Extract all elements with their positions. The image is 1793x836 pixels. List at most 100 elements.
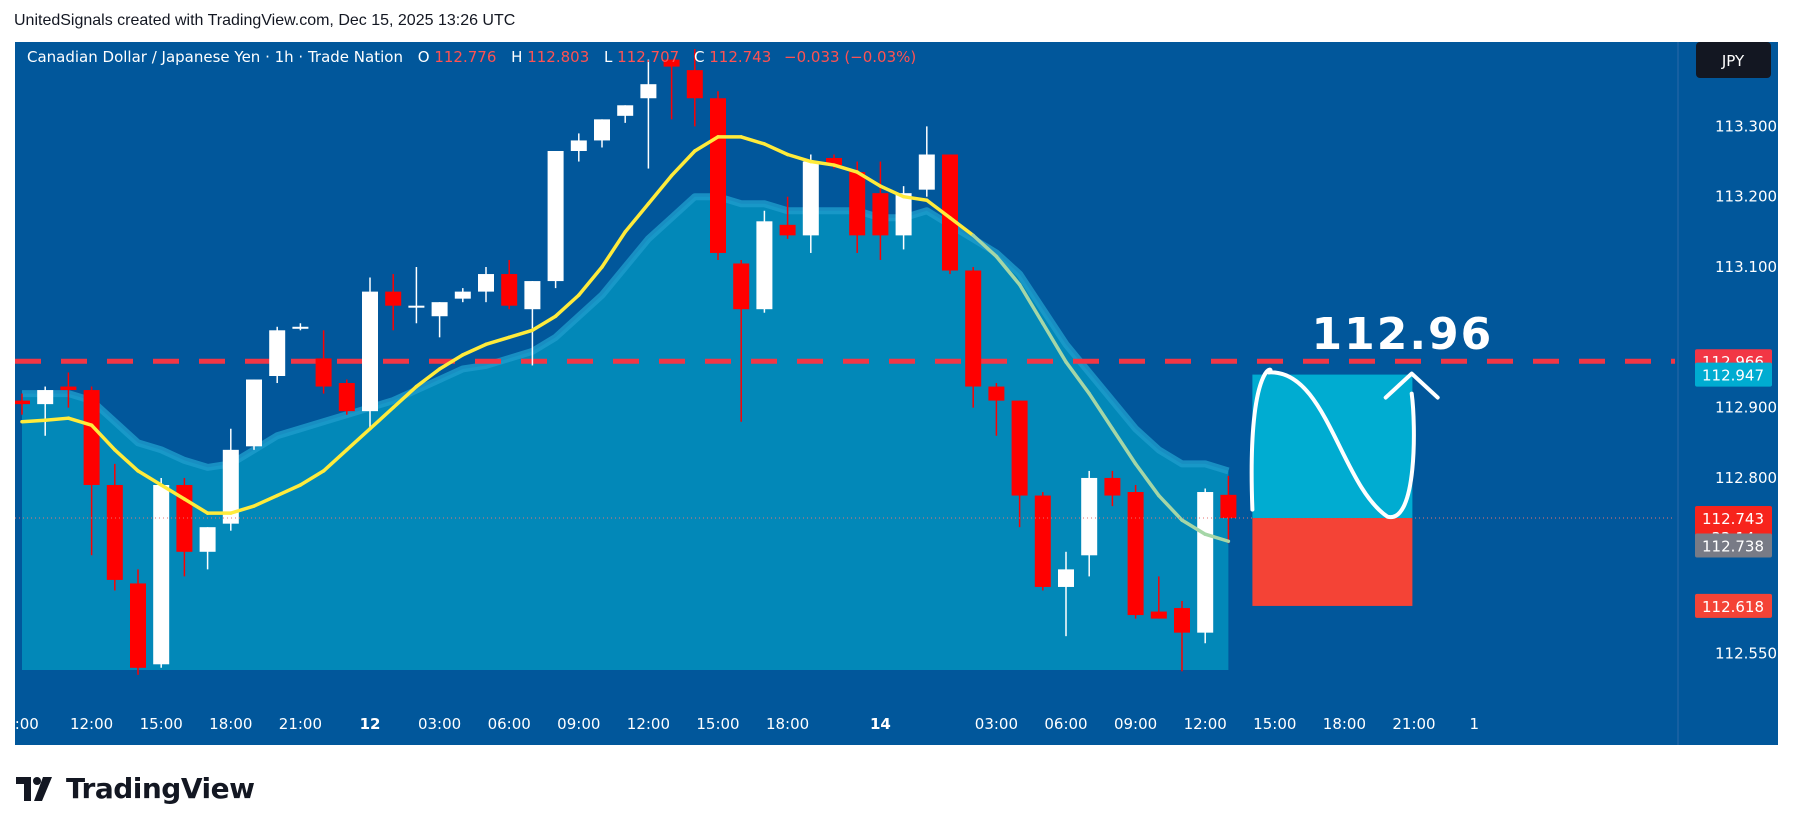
legend-symbol: Canadian Dollar / Japanese Yen · 1h · Tr… xyxy=(27,48,403,66)
candle[interactable] xyxy=(431,302,448,338)
ema-fast-segment xyxy=(275,483,303,498)
candle[interactable] xyxy=(106,463,123,591)
candle[interactable] xyxy=(1104,470,1121,507)
candle[interactable] xyxy=(686,49,703,127)
candle[interactable] xyxy=(1011,400,1028,528)
ema-fast-segment xyxy=(507,328,535,340)
candle[interactable] xyxy=(292,323,309,331)
ema-price-tag[interactable]: 112.738 xyxy=(1695,533,1772,558)
currency-badge[interactable]: JPY xyxy=(1696,42,1771,78)
candle-body xyxy=(849,172,866,236)
candle[interactable] xyxy=(733,259,750,422)
candle[interactable] xyxy=(1150,576,1167,619)
y-tick-label: 112.800 xyxy=(1715,469,1777,487)
x-tick-label: 18:00 xyxy=(1323,715,1366,733)
ema-fast-segment xyxy=(43,416,71,423)
candle[interactable] xyxy=(849,161,866,253)
ema-fast-segment xyxy=(113,448,140,473)
candle[interactable] xyxy=(663,59,680,120)
y-tick-label: 113.100 xyxy=(1715,258,1777,276)
tradingview-logo[interactable]: TradingView xyxy=(16,772,255,805)
ema-fast-segment xyxy=(391,384,419,410)
candle[interactable] xyxy=(779,196,796,239)
x-tick-label: 06:00 xyxy=(488,715,531,733)
candle[interactable] xyxy=(1034,492,1051,591)
currency-badge-label: JPY xyxy=(1721,52,1745,70)
candle[interactable] xyxy=(1197,488,1214,644)
candle[interactable] xyxy=(222,428,239,531)
candle[interactable] xyxy=(617,105,634,123)
ema-price-tag-label: 112.738 xyxy=(1702,537,1764,555)
tradingview-logo-icon xyxy=(16,776,52,801)
stop-price-tag[interactable]: 112.618 xyxy=(1695,593,1772,618)
candle-body xyxy=(246,379,262,447)
candle[interactable] xyxy=(942,154,958,275)
candle[interactable] xyxy=(408,267,425,324)
candle[interactable] xyxy=(547,150,564,289)
ema-cloud xyxy=(22,196,1229,670)
x-tick-label: 12 xyxy=(360,715,381,733)
candle[interactable] xyxy=(918,126,935,197)
candle[interactable] xyxy=(83,386,100,556)
ema-fast-segment xyxy=(1157,493,1184,522)
target-price-tag[interactable]: 112.947 xyxy=(1695,362,1772,387)
candle[interactable] xyxy=(756,210,773,313)
candle[interactable] xyxy=(570,133,587,162)
ema-fast-segment xyxy=(785,152,813,164)
ema-fast-segment xyxy=(136,469,163,487)
legend-close-value: 112.743 xyxy=(709,48,771,66)
candle-body xyxy=(501,274,518,306)
candle[interactable] xyxy=(1127,484,1144,619)
candle[interactable] xyxy=(362,277,378,429)
candle[interactable] xyxy=(385,274,402,331)
candle[interactable] xyxy=(478,267,494,303)
candle[interactable] xyxy=(130,569,146,675)
x-tick-label: 14 xyxy=(870,715,891,733)
candle[interactable] xyxy=(37,386,54,436)
ema-fast-segment xyxy=(484,335,511,347)
candle[interactable] xyxy=(524,281,541,366)
ema-fast-segment xyxy=(925,198,952,220)
candle[interactable] xyxy=(338,379,355,415)
candle[interactable] xyxy=(988,383,1005,436)
ema-fast-segment xyxy=(1017,282,1045,326)
candle-body xyxy=(686,70,703,99)
chart-panel[interactable]: 112.96 Canadian Dollar / Japanese Yen · … xyxy=(15,42,1778,745)
candle[interactable] xyxy=(246,379,262,450)
candle[interactable] xyxy=(1220,475,1237,544)
candle-body xyxy=(408,305,425,308)
candle[interactable] xyxy=(153,477,170,668)
candle[interactable] xyxy=(1058,551,1074,637)
candle[interactable] xyxy=(269,326,286,384)
candle[interactable] xyxy=(501,259,518,310)
y-tick-label: 112.900 xyxy=(1715,399,1777,417)
candle[interactable] xyxy=(15,393,30,415)
stop-zone[interactable] xyxy=(1252,518,1413,606)
candle-body xyxy=(1220,494,1237,519)
svg-text:Canadian Dollar / Japanese Yen: Canadian Dollar / Japanese Yen · 1h · Tr… xyxy=(27,48,916,66)
candle-body xyxy=(83,390,100,485)
ema-fast-segment xyxy=(600,230,627,269)
candle-body xyxy=(733,263,750,310)
candle-body xyxy=(454,291,471,299)
candle[interactable] xyxy=(872,161,889,260)
candlestick-chart[interactable]: 112.96 Canadian Dollar / Japanese Yen · … xyxy=(15,42,1778,745)
candle[interactable] xyxy=(802,154,819,253)
candle[interactable] xyxy=(60,372,77,408)
candle[interactable] xyxy=(454,288,471,303)
ema-fast-segment xyxy=(553,293,581,318)
x-tick-label: 03:00 xyxy=(418,715,461,733)
ema-fast-segment xyxy=(1180,518,1207,536)
candle[interactable] xyxy=(199,527,216,570)
candle[interactable] xyxy=(710,91,726,260)
stop-price-tag-bg xyxy=(1695,593,1772,618)
candle-body xyxy=(130,583,146,668)
candle[interactable] xyxy=(315,330,332,394)
ema-fast-segment xyxy=(298,469,326,487)
candle-body xyxy=(756,221,773,310)
candle[interactable] xyxy=(965,267,982,408)
candle[interactable] xyxy=(640,59,657,169)
candle[interactable] xyxy=(594,119,610,148)
candle[interactable] xyxy=(1174,601,1190,672)
candle[interactable] xyxy=(1081,470,1098,577)
